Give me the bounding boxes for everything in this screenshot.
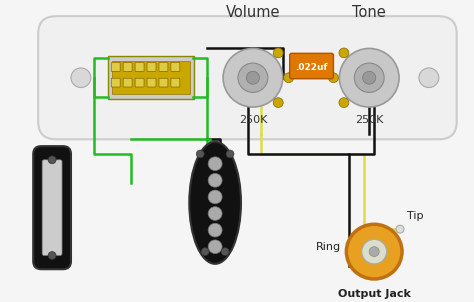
Text: Tone: Tone: [352, 5, 386, 20]
Text: Tip: Tip: [407, 211, 423, 221]
FancyBboxPatch shape: [147, 63, 156, 71]
Circle shape: [48, 156, 56, 164]
FancyBboxPatch shape: [123, 63, 132, 71]
Circle shape: [238, 63, 268, 92]
FancyBboxPatch shape: [111, 63, 120, 71]
FancyBboxPatch shape: [290, 53, 333, 79]
Circle shape: [71, 68, 91, 88]
Circle shape: [354, 63, 384, 92]
Circle shape: [208, 223, 222, 237]
Circle shape: [339, 48, 399, 107]
Circle shape: [396, 225, 404, 233]
Circle shape: [246, 71, 259, 84]
Circle shape: [339, 98, 349, 108]
FancyBboxPatch shape: [135, 63, 144, 71]
Circle shape: [48, 252, 56, 259]
Circle shape: [223, 48, 283, 107]
Text: 250K: 250K: [239, 115, 267, 125]
Circle shape: [339, 48, 349, 58]
FancyBboxPatch shape: [33, 146, 71, 269]
Text: Ring: Ring: [316, 242, 341, 252]
Circle shape: [328, 73, 338, 83]
Circle shape: [369, 247, 379, 257]
Text: Output Jack: Output Jack: [338, 289, 410, 299]
FancyBboxPatch shape: [38, 16, 457, 139]
Circle shape: [208, 240, 222, 254]
FancyBboxPatch shape: [112, 61, 190, 94]
Ellipse shape: [189, 142, 241, 264]
FancyBboxPatch shape: [42, 160, 62, 255]
Circle shape: [363, 71, 376, 84]
Text: 250K: 250K: [355, 115, 383, 125]
FancyBboxPatch shape: [111, 78, 120, 87]
Circle shape: [419, 68, 439, 88]
Circle shape: [273, 98, 283, 108]
FancyBboxPatch shape: [108, 56, 194, 99]
Circle shape: [273, 48, 283, 58]
Circle shape: [221, 248, 229, 255]
Circle shape: [208, 173, 222, 187]
FancyBboxPatch shape: [171, 78, 180, 87]
Circle shape: [226, 150, 234, 158]
Circle shape: [208, 190, 222, 204]
Circle shape: [284, 73, 294, 83]
Circle shape: [208, 207, 222, 220]
Circle shape: [201, 248, 209, 255]
Text: Volume: Volume: [226, 5, 280, 20]
Circle shape: [346, 224, 402, 279]
FancyBboxPatch shape: [171, 63, 180, 71]
FancyBboxPatch shape: [135, 78, 144, 87]
Circle shape: [362, 239, 387, 264]
FancyBboxPatch shape: [159, 63, 168, 71]
FancyBboxPatch shape: [123, 78, 132, 87]
Circle shape: [196, 150, 204, 158]
Circle shape: [208, 157, 222, 171]
FancyBboxPatch shape: [147, 78, 156, 87]
FancyBboxPatch shape: [159, 78, 168, 87]
Text: .022uf: .022uf: [295, 63, 328, 72]
